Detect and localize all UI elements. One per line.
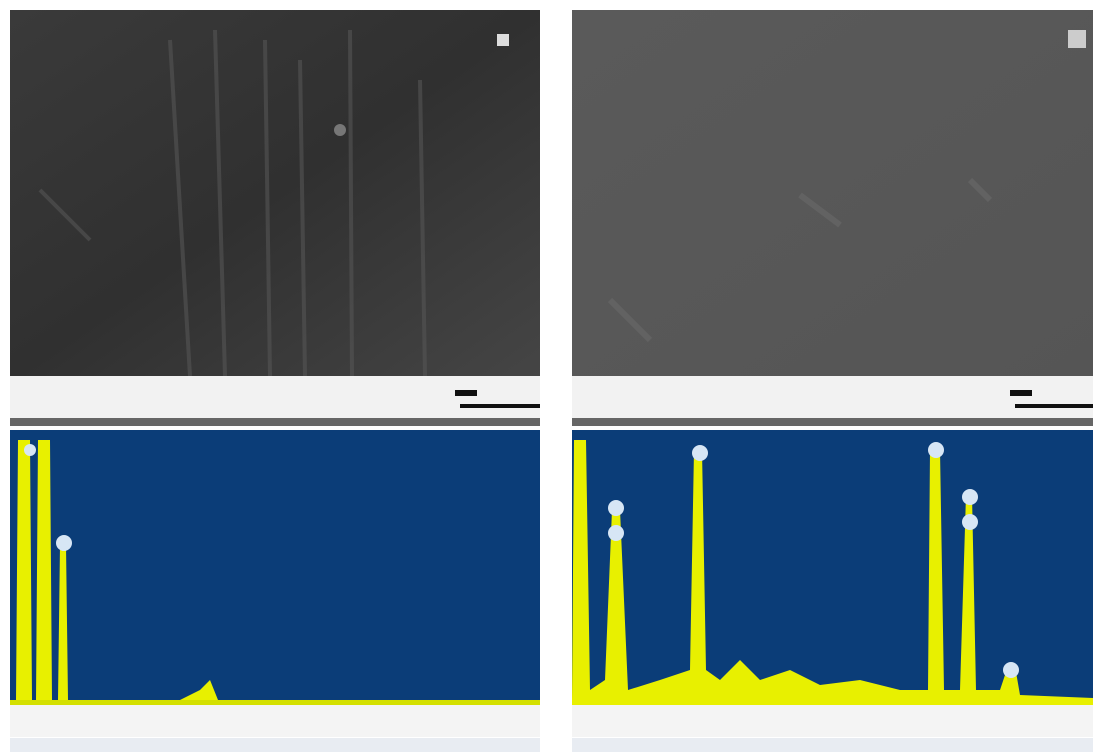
sem-image-left [10,10,540,376]
eds-spectrum-right [572,430,1093,752]
eds-spectrum-left [10,430,540,752]
info-bar-right [572,376,1093,426]
sem-image-right [572,10,1093,376]
info-bar-left [10,376,540,426]
